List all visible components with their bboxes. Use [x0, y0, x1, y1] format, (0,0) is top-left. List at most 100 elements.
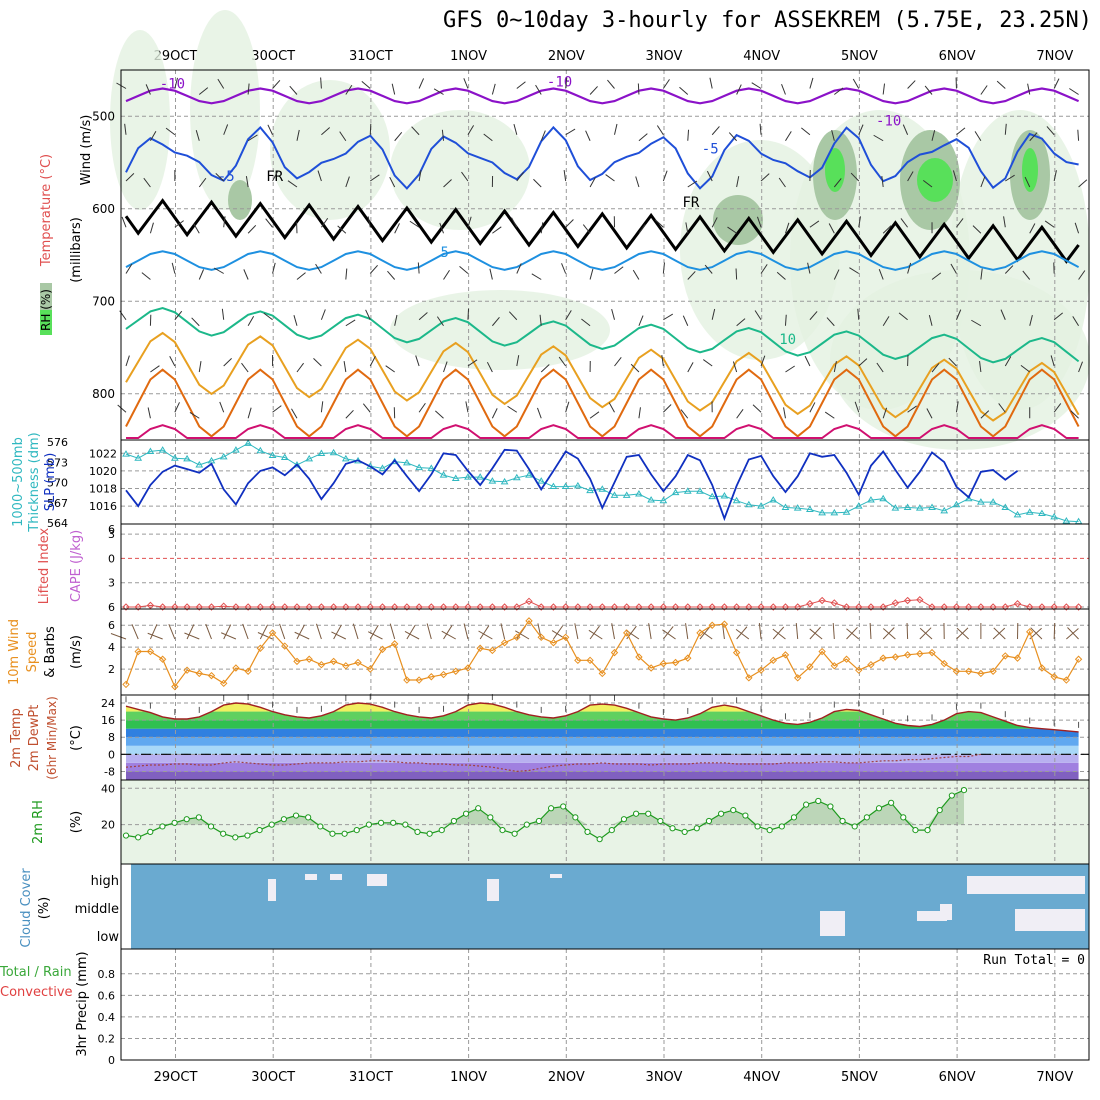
wind-speed-marker	[171, 682, 179, 691]
wind-barb	[247, 134, 258, 142]
wind-barb	[565, 401, 570, 413]
wind-barb	[931, 272, 942, 280]
wind-barb	[441, 129, 445, 141]
cloud-gap	[330, 874, 342, 880]
wind-barb	[926, 408, 933, 419]
thickness-marker	[488, 477, 497, 484]
rh2m-marker	[438, 826, 445, 834]
wind-barb-10m	[110, 633, 127, 640]
lifted-index-marker	[623, 603, 631, 611]
lifted-index-line	[126, 599, 1079, 608]
wind-barb	[516, 172, 524, 182]
thickness-marker	[1001, 503, 1010, 510]
lifted-index-marker	[1062, 603, 1071, 611]
wind-barb-10m	[869, 622, 872, 640]
cloud-level-label: middle	[75, 902, 119, 917]
wind-speed-marker	[146, 647, 155, 656]
rh-shading	[270, 80, 390, 220]
wind-barb	[345, 268, 348, 280]
contour-label: -10	[876, 114, 901, 130]
wind-barb	[508, 311, 518, 321]
wind-barb	[394, 314, 398, 326]
wind-barb-10m	[846, 628, 860, 640]
thickness-marker	[427, 464, 436, 471]
temp-band	[126, 745, 1079, 755]
wind-barb	[565, 128, 576, 136]
wind-speed-marker	[830, 662, 839, 670]
wind-barb	[980, 85, 988, 95]
date-label-top: 1NOV	[450, 49, 487, 64]
rh-tick-label: 40	[101, 782, 115, 795]
wind-barb	[638, 407, 641, 419]
thickness-tick-label: 576	[47, 436, 68, 449]
y-axis-label-precip: 3hr Precip (mm)	[75, 951, 90, 1056]
date-label-bottom: 3NOV	[646, 1070, 683, 1085]
rh-legend-swatch	[40, 310, 52, 335]
wind-barb	[247, 83, 250, 95]
wind-tick-label: 6	[108, 619, 115, 632]
rh2m-marker	[159, 823, 166, 830]
wind-speed-marker	[879, 654, 887, 662]
wind-speed-marker	[647, 664, 655, 672]
wind-barb	[711, 308, 716, 320]
lifted-index-marker	[390, 603, 399, 611]
wind-barb	[1046, 126, 1055, 136]
wind-barb	[922, 179, 933, 188]
lifted-index-tick-label: 0	[108, 552, 115, 565]
rh2m-marker	[669, 825, 676, 832]
lifted-index-marker	[268, 603, 277, 611]
temp-tick-label: 16	[101, 714, 115, 727]
rh2m-marker	[220, 830, 227, 837]
thickness-marker	[744, 500, 753, 508]
wind-barb	[760, 173, 770, 182]
wind-barb	[491, 408, 498, 419]
wind-barb	[682, 315, 689, 326]
y-axis-label-slp: SLP (mb)	[43, 453, 58, 512]
wind-barb	[952, 170, 957, 182]
rh2m-marker	[815, 797, 822, 805]
y-axis-label-cape: CAPE (J/kg)	[69, 530, 84, 602]
wind-barb-10m	[186, 624, 195, 640]
rh2m-marker	[268, 821, 275, 828]
wind-barb	[1020, 364, 1031, 373]
wind-barb	[539, 314, 542, 326]
wind-barb	[882, 316, 890, 327]
wind-barb	[369, 356, 376, 367]
wind-speed-marker	[1050, 673, 1058, 681]
contour-label: -5	[702, 141, 719, 157]
temperature-contour	[125, 125, 1079, 190]
rh2m-marker	[523, 821, 530, 828]
wind-speed-marker	[329, 657, 338, 666]
wind-barb	[711, 126, 720, 136]
wind-barb	[1029, 223, 1036, 234]
wind-barb-10m	[574, 623, 579, 640]
wind-barb	[241, 362, 249, 373]
pressure-tick-label: 800	[92, 387, 115, 401]
rh2m-marker	[535, 817, 543, 825]
thickness-marker	[671, 488, 680, 496]
wind-barb	[630, 363, 640, 373]
wind-barb	[1000, 309, 1006, 320]
wind-barb-10m	[588, 629, 603, 640]
wind-barb-10m	[735, 628, 750, 640]
lifted-index-marker	[500, 603, 509, 611]
wind-barb-10m	[352, 623, 359, 640]
wind-barb	[369, 123, 372, 135]
wind-speed-marker	[989, 667, 997, 675]
thickness-marker	[659, 496, 668, 504]
wind-barb	[907, 171, 914, 182]
wind-barb	[198, 177, 207, 188]
rh-shading	[1022, 148, 1038, 192]
lifted-index-tick-label: 3	[108, 577, 115, 590]
rh2m-marker	[341, 830, 348, 837]
wind-barb	[215, 172, 225, 182]
wind-speed-marker	[1026, 628, 1034, 636]
cloud-level-label: high	[91, 874, 119, 889]
rh2m-marker	[487, 814, 494, 821]
wind-barb	[685, 222, 689, 234]
date-label-bottom: 6NOV	[939, 1070, 976, 1085]
wind-barb	[516, 81, 526, 89]
wind-barb	[784, 222, 790, 234]
wind-speed-marker	[745, 674, 753, 682]
wind-barb	[561, 263, 567, 274]
